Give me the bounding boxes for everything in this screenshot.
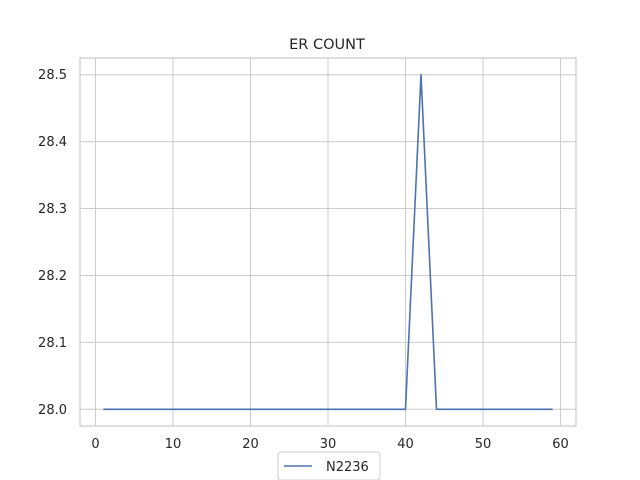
x-tick-label: 10 bbox=[165, 437, 182, 452]
x-tick-label: 20 bbox=[242, 437, 259, 452]
plot-area-frame bbox=[79, 57, 577, 427]
y-axis-ticks: 28.0 28.1 28.2 28.3 28.4 28.5 bbox=[38, 68, 67, 418]
x-tick-label: 30 bbox=[320, 437, 337, 452]
x-tick-label: 60 bbox=[552, 437, 569, 452]
x-tick-label: 50 bbox=[475, 437, 492, 452]
x-tick-label: 0 bbox=[91, 437, 99, 452]
legend-frame bbox=[277, 451, 381, 480]
series-layer bbox=[103, 73, 553, 411]
y-tick-label: 28.5 bbox=[38, 68, 67, 83]
y-tick-label: 28.1 bbox=[38, 336, 67, 351]
y-tick-label: 28.2 bbox=[38, 269, 67, 284]
x-tick-label: 40 bbox=[397, 437, 414, 452]
y-tick-label: 28.3 bbox=[38, 202, 67, 217]
x-axis-ticks: 0 10 20 30 40 50 60 bbox=[91, 437, 568, 452]
grid bbox=[80, 58, 576, 426]
y-tick-label: 28.4 bbox=[38, 135, 67, 150]
chart-title: ER COUNT bbox=[289, 37, 365, 53]
y-tick-label: 28.0 bbox=[38, 403, 67, 418]
legend: N2236 bbox=[277, 451, 381, 480]
legend-label-n2236: N2236 bbox=[326, 460, 369, 475]
series-line-n2236 bbox=[103, 73, 553, 411]
